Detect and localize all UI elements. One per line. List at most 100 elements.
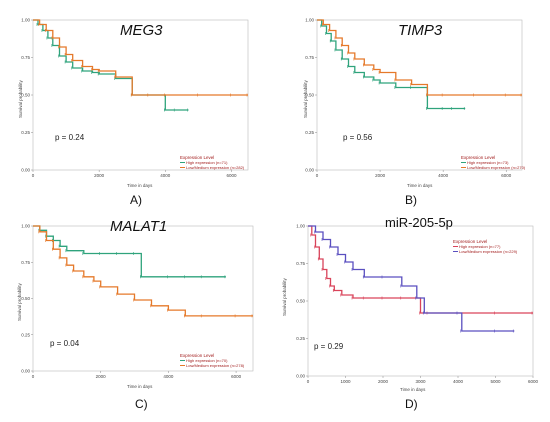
survival-curve-low-medium [33,19,248,96]
legend: Expression Level High expression (n=71) … [180,155,244,170]
km-panel-timp3: 0.00 0.25 0.50 0.75 1.00 0 2000 4000 6000 TIMP3 … [275,0,550,211]
y-tick-label: 0.25 [305,130,314,135]
gene-title: MALAT1 [110,218,168,235]
gene-title: MEG3 [120,22,163,39]
x-tick-label: 1000 [340,379,351,384]
legend-swatch [180,359,185,362]
y-tick-label: 0.75 [305,55,314,60]
survival-curve-low-medium [308,225,515,332]
km-panel-mir205: 0.00 0.25 0.50 0.75 1.00 0 1000 2000 3000 4000 500… [275,211,550,422]
x-tick-label: 0 [32,374,35,379]
panel-label: D) [405,397,418,411]
y-tick-label: 0.00 [21,168,30,173]
x-tick-label: 2000 [378,379,389,384]
km-panel-malat1: 0.00 0.25 0.50 0.75 1.00 0 2000 4000 6000 MALAT1… [0,211,275,422]
legend-swatch [453,245,458,248]
p-value: p = 0.24 [55,133,85,142]
legend-title: Expression Level [453,239,488,244]
x-tick-label: 2000 [94,173,105,178]
p-value: p = 0.56 [343,133,373,142]
legend-entry: High expression (n=70) [180,358,244,363]
y-tick-label: 1.00 [21,224,30,229]
x-axis-label: Time in days [127,384,153,389]
x-tick-label: 0 [307,379,310,384]
km-panel-meg3: 0.00 0.25 0.50 0.75 1.00 0 2000 4000 6000 MEG3 p… [0,0,275,211]
panel-label: B) [405,193,417,207]
y-axis-label: Survival probability [282,278,287,316]
legend-label: Low/Medium expression (n=278) [186,363,245,368]
x-tick-label: 6000 [501,173,512,178]
km-plot-timp3: 0.00 0.25 0.50 0.75 1.00 0 2000 4000 6000 [305,18,523,178]
legend-entry: High expression (n=71) [180,160,244,165]
legend-swatch [180,161,185,164]
y-tick-label: 0.00 [296,374,305,379]
panel-label: C) [135,397,148,411]
gene-title: miR-205-5p [385,215,453,230]
x-axis-label: Time in days [407,183,433,188]
y-tick-label: 0.50 [21,296,30,301]
x-tick-label: 2000 [96,374,107,379]
y-tick-label: 0.25 [21,130,30,135]
legend-swatch [453,250,458,253]
gene-title: TIMP3 [398,22,443,39]
x-tick-label: 4000 [163,374,174,379]
x-tick-label: 0 [32,173,35,178]
legend-entry: Low/Medium expression (n=282) [180,165,244,170]
x-axis-label: Time in days [400,387,426,392]
plot-frame [32,225,254,372]
legend-title: Expression Level [180,155,215,160]
x-tick-label: 2000 [375,173,386,178]
survival-curve-low-medium [33,225,253,317]
survival-curve-low-medium [317,19,522,96]
panel-label: A) [130,193,142,207]
legend: Expression Level High expression (n=70) … [180,353,244,368]
legend-title: Expression Level [180,353,215,358]
x-tick-label: 6000 [528,379,539,384]
x-tick-label: 4000 [160,173,171,178]
y-tick-label: 0.75 [21,260,30,265]
x-tick-label: 4000 [438,173,449,178]
legend-entry: Low/Medium expression (n=270) [461,165,525,170]
y-tick-label: 0.00 [305,168,314,173]
y-axis-label: Survival probability [303,80,308,118]
legend-entry: High expression (n=73) [461,160,525,165]
y-tick-label: 1.00 [296,224,305,229]
p-value: p = 0.29 [314,342,344,351]
y-tick-label: 0.50 [305,93,314,98]
legend-entry: Low/Medium expression (n=229) [453,249,517,254]
x-tick-label: 3000 [415,379,426,384]
x-tick-label: 0 [316,173,319,178]
legend-label: High expression (n=70) [186,358,228,363]
y-tick-label: 0.50 [21,93,30,98]
y-tick-label: 0.75 [296,261,305,266]
legend-entry: High expression (n=77) [453,244,517,249]
legend-entry: Low/Medium expression (n=278) [180,363,244,368]
x-tick-label: 5000 [490,379,501,384]
survival-curve-high [317,19,466,110]
km-plot-malat1: 0.00 0.25 0.50 0.75 1.00 0 2000 4000 6000 [21,224,254,379]
legend-title: Expression Level [461,155,496,160]
x-axis-label: Time in days [127,183,153,188]
survival-curve-high [33,19,189,111]
km-plot-meg3: 0.00 0.25 0.50 0.75 1.00 0 2000 4000 6000 [21,18,249,178]
y-tick-label: 0.25 [21,332,30,337]
legend-swatch [180,166,185,169]
legend: Expression Level High expression (n=73) … [461,155,525,170]
x-tick-label: 6000 [231,374,242,379]
legend-swatch [461,161,466,164]
km-plot-mir205: 0.00 0.25 0.50 0.75 1.00 0 1000 2000 3000 4000 500… [296,224,539,385]
legend-label: Low/Medium expression (n=229) [459,249,518,254]
legend-swatch [180,364,185,367]
legend-label: Low/Medium expression (n=270) [467,165,526,170]
x-tick-label: 4000 [453,379,464,384]
y-tick-label: 0.75 [21,55,30,60]
legend-label: High expression (n=73) [467,160,509,165]
legend-label: High expression (n=77) [459,244,501,249]
y-tick-label: 0.25 [296,336,305,341]
y-tick-label: 1.00 [305,18,314,23]
x-tick-label: 6000 [226,173,237,178]
y-tick-label: 1.00 [21,18,30,23]
y-axis-label: Survival probability [18,80,23,118]
y-tick-label: 0.00 [21,369,30,374]
y-tick-label: 0.50 [296,299,305,304]
